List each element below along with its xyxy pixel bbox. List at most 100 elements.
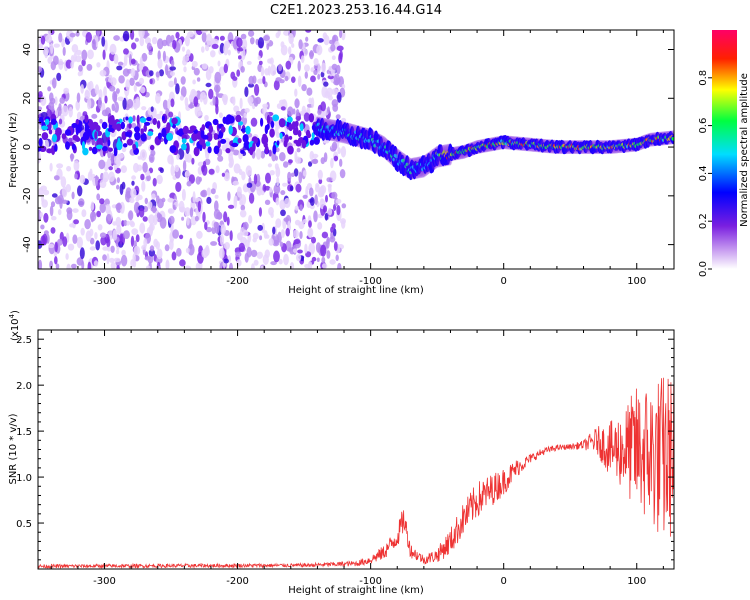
heatmap-cell — [241, 38, 248, 50]
heatmap-cell — [333, 155, 339, 162]
heatmap-cell — [280, 106, 286, 111]
snr-multiplier-close: ) — [10, 310, 21, 314]
heatmap-cell — [110, 245, 115, 253]
heatmap-cell — [96, 144, 103, 150]
heatmap-cell — [71, 263, 77, 269]
heatmap-cell — [328, 95, 333, 101]
heatmap-cell — [214, 200, 219, 212]
heatmap-cell — [99, 202, 106, 214]
heatmap-cell — [70, 153, 74, 162]
heatmap-cell — [38, 43, 43, 49]
heatmap-cell — [320, 244, 327, 257]
heatmap-cell — [107, 139, 111, 147]
heatmap-cell — [218, 247, 225, 259]
heatmap-cell — [405, 162, 409, 167]
heatmap-cell — [193, 96, 199, 107]
heatmap-cell — [288, 135, 293, 140]
heatmap-cell — [311, 256, 317, 262]
heatmap-cell — [89, 122, 96, 131]
heatmap-cell — [129, 77, 135, 87]
heatmap-cell — [231, 142, 239, 148]
heatmap-cell — [296, 254, 302, 262]
heatmap-cell — [259, 235, 263, 241]
heatmap-cell — [40, 224, 45, 230]
heatmap-cell — [40, 185, 47, 192]
heatmap-cell — [238, 168, 243, 176]
heatmap-cell — [304, 71, 308, 79]
heatmap-cell — [182, 160, 187, 172]
heatmap-cell — [75, 100, 80, 111]
heatmap-cell — [143, 238, 148, 248]
heatmap-cell — [168, 111, 174, 118]
heatmap-cell — [81, 59, 86, 67]
heatmap-cell — [339, 30, 343, 39]
heatmap-cell — [272, 239, 280, 247]
heatmap-cell — [131, 175, 137, 180]
heatmap-cell — [299, 204, 303, 212]
heatmap-cell — [232, 76, 238, 81]
heatmap-cell — [102, 146, 108, 152]
heatmap-cell — [186, 217, 190, 226]
heatmap-cell — [218, 112, 223, 119]
heatmap-cell — [322, 205, 328, 213]
heatmap-cell — [260, 190, 265, 196]
heatmap-cell — [205, 44, 210, 52]
heatmap-cell — [201, 32, 207, 43]
heatmap-cell — [141, 52, 148, 62]
heatmap-cell — [227, 191, 231, 201]
colorbar-tick-label: 0.6 — [698, 118, 709, 134]
heatmap-cell — [134, 131, 141, 141]
heatmap-cell — [84, 90, 91, 100]
heatmap-cell — [108, 147, 113, 152]
heatmap-cell — [120, 165, 127, 174]
heatmap-cell — [189, 125, 197, 131]
heatmap-cell — [257, 224, 264, 231]
heatmap-cell — [89, 228, 94, 237]
heatmap-cell — [186, 129, 194, 134]
heatmap-cell — [285, 227, 290, 237]
heatmap-cell — [320, 71, 325, 78]
heatmap-cell — [295, 156, 301, 164]
heatmap-cell — [51, 118, 57, 125]
heatmap-cell — [133, 201, 141, 214]
heatmap-cell — [326, 87, 333, 98]
heatmap-cell — [77, 71, 82, 77]
heatmap-cell — [326, 177, 333, 183]
heatmap-cell — [50, 42, 54, 55]
heatmap-cell — [87, 49, 94, 60]
heatmap-cell — [115, 88, 120, 94]
heatmap-cell — [99, 232, 107, 238]
heatmap-cell — [51, 134, 58, 143]
heatmap-cell — [118, 75, 125, 84]
heatmap-cell — [296, 147, 301, 153]
heatmap-cell — [136, 164, 143, 172]
heatmap-cell — [244, 252, 249, 263]
heatmap-cell — [123, 48, 129, 55]
heatmap-cell — [394, 154, 398, 159]
heatmap-cell — [74, 173, 78, 180]
heatmap-cell — [257, 55, 261, 61]
heatmap-cell — [282, 182, 288, 187]
heatmap-cell — [288, 46, 292, 55]
heatmap-cell — [206, 33, 213, 46]
x-tick-label: -300 — [93, 576, 116, 587]
heatmap-cell — [44, 118, 50, 126]
heatmap-cell — [277, 30, 281, 37]
heatmap-cell — [126, 220, 130, 226]
heatmap-cell — [43, 212, 49, 223]
heatmap-cell — [213, 133, 218, 140]
heatmap-cell — [184, 207, 191, 217]
heatmap-cell — [288, 247, 292, 252]
heatmap-cell — [186, 180, 192, 187]
heatmap-cell — [155, 113, 162, 120]
heatmap-cell — [99, 198, 105, 205]
heatmap-cell — [272, 226, 276, 235]
heatmap-cell — [211, 43, 219, 50]
heatmap-cell — [268, 206, 274, 216]
heatmap-cell — [250, 117, 258, 127]
heatmap-cell — [337, 262, 342, 269]
heatmap-cell — [292, 248, 298, 253]
heatmap-cell — [117, 61, 124, 66]
heatmap-cell — [204, 114, 209, 122]
spectrogram-frame — [37, 29, 675, 270]
